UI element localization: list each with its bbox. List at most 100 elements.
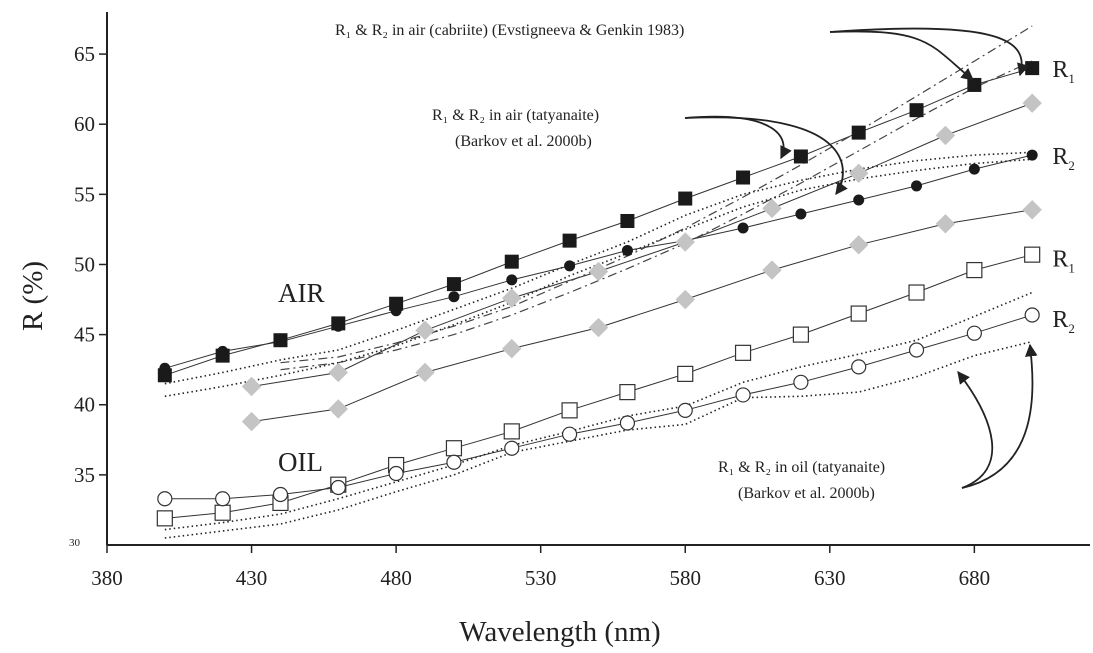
y-tick-label: 65: [74, 42, 95, 66]
curve-label: R2: [1052, 144, 1075, 173]
x-tick-label: 530: [525, 566, 557, 590]
diamond-marker: [762, 198, 782, 219]
circle-open-marker: [215, 491, 231, 507]
curve-label: R2: [1052, 307, 1075, 336]
x-tick-label: 580: [669, 566, 701, 590]
series-line: [280, 25, 1033, 364]
air-label: AIR: [278, 278, 325, 308]
series-line: [164, 314, 1033, 500]
circle-filled-marker: [1026, 149, 1038, 161]
diamond-marker: [1022, 93, 1042, 113]
x-tick-label: 680: [959, 566, 991, 590]
y-tick-label: 45: [74, 323, 95, 347]
square-filled-marker: [620, 213, 635, 228]
y-axis-title: R (%): [17, 261, 49, 331]
series-line: [164, 154, 1033, 369]
annotation-tatyanaite-air-line2: (Barkov et al. 2000b): [455, 133, 592, 150]
oil-label: OIL: [278, 447, 323, 477]
circle-open-marker: [1024, 307, 1040, 323]
series-line: [164, 67, 1033, 376]
x-tick-label: 630: [814, 566, 846, 590]
annotation-arrows: [684, 27, 1038, 489]
curve-label: R1: [1052, 57, 1075, 86]
y-tick-label: 60: [74, 112, 95, 136]
circle-filled-marker: [564, 260, 576, 272]
square-open-marker: [677, 365, 694, 382]
circle-filled-marker: [853, 194, 865, 206]
y-tick-label: 40: [74, 393, 95, 417]
diamond-marker: [675, 289, 695, 310]
annotation-arrow: [961, 343, 1038, 489]
diamond-marker: [675, 232, 695, 252]
x-tick-label: 480: [380, 566, 412, 590]
square-open-marker: [445, 440, 463, 457]
x-tick-label: 430: [236, 566, 268, 590]
circle-open-marker: [504, 440, 520, 456]
diamond-marker: [328, 362, 349, 383]
square-open-marker: [619, 384, 636, 401]
diamond-marker: [935, 125, 956, 146]
square-open-marker: [966, 261, 983, 279]
square-filled-marker: [909, 103, 924, 118]
square-open-marker: [1024, 246, 1041, 263]
circle-open-marker: [793, 374, 809, 390]
diamond-marker: [935, 214, 956, 234]
series-markers: [156, 61, 1042, 527]
circle-open-marker: [677, 402, 693, 418]
annotation-arrow: [957, 371, 994, 489]
diamond-marker: [588, 317, 609, 338]
diamond-marker: [762, 260, 782, 280]
x-tick-label: 380: [91, 566, 123, 590]
square-open-marker: [908, 284, 925, 301]
circle-filled-marker: [621, 244, 633, 256]
x-axis-title: Wavelength (nm): [459, 616, 660, 648]
series-line: [164, 291, 1033, 531]
annotation-tatyanaite-oil-line2: (Barkov et al. 2000b): [738, 485, 875, 502]
circle-filled-marker: [506, 274, 518, 286]
diamond-marker: [502, 288, 522, 308]
circle-filled-marker: [390, 305, 402, 317]
series-line: [164, 340, 1033, 539]
circle-open-marker: [388, 465, 404, 482]
circle-open-marker: [908, 342, 925, 358]
circle-open-marker: [561, 426, 578, 442]
circle-open-marker: [330, 479, 346, 496]
diamond-marker: [241, 376, 262, 397]
series-line: [280, 60, 1033, 371]
circle-filled-marker: [448, 291, 460, 303]
square-open-marker: [734, 344, 752, 361]
circle-open-marker: [446, 454, 462, 470]
circle-open-marker: [157, 491, 173, 507]
square-filled-marker: [851, 125, 866, 140]
y-tick-label: 55: [74, 182, 95, 206]
diamond-marker: [328, 399, 349, 419]
curve-label: R1: [1052, 246, 1075, 275]
annotation-tatyanaite-air-line1: R₁ & R₂ in air (tatyanaite): [432, 107, 599, 124]
circle-filled-marker: [737, 222, 749, 234]
axes: 380 430 480 530 580 630 680 35 40 45 50 55 60 65: [74, 12, 1090, 590]
square-filled-marker: [562, 233, 577, 248]
square-filled-marker: [504, 254, 519, 269]
annotation-arrow: [684, 115, 792, 160]
annotation-arrow: [829, 30, 974, 81]
y-min-label: 30: [69, 537, 81, 549]
y-tick-label: 35: [74, 463, 95, 487]
diamond-marker: [502, 338, 522, 359]
square-filled-marker: [446, 277, 461, 292]
square-filled-marker: [678, 191, 693, 206]
diamond-marker: [1022, 200, 1042, 220]
square-open-marker: [850, 305, 867, 322]
square-open-marker: [561, 402, 578, 419]
diamond-marker: [241, 411, 262, 432]
circle-filled-marker: [911, 180, 923, 192]
diamond-marker: [415, 362, 435, 383]
square-open-marker: [792, 326, 809, 343]
circle-open-marker: [619, 415, 636, 431]
annotation-arrow: [829, 27, 1030, 77]
square-filled-marker: [793, 149, 808, 164]
chart-labels: R (%) Wavelength (nm) AIR OIL R₁ & R₂ in…: [17, 22, 1075, 648]
series-line: [164, 254, 1033, 519]
square-filled-marker: [736, 170, 751, 185]
circle-filled-marker: [968, 163, 980, 175]
